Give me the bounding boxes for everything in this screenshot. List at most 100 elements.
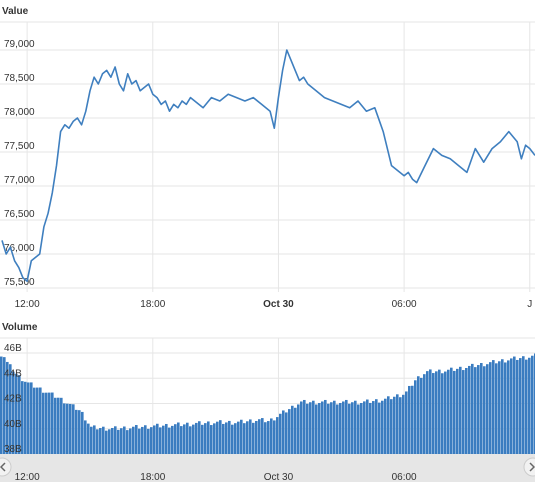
volume-y-tick-label: 40B	[4, 419, 22, 430]
volume-bar	[354, 400, 357, 454]
volume-bar	[318, 402, 321, 454]
volume-bar	[186, 422, 189, 454]
volume-bar	[333, 400, 336, 454]
price-x-tick-label: 12:00	[15, 299, 40, 310]
volume-bar	[99, 428, 102, 454]
volume-bar	[513, 356, 516, 454]
volume-bar	[516, 359, 519, 454]
volume-bar	[216, 421, 219, 454]
volume-bar	[411, 385, 414, 454]
volume-bar	[294, 407, 297, 454]
volume-bar	[270, 418, 273, 454]
volume-bar	[108, 429, 111, 454]
volume-bar	[492, 360, 495, 454]
volume-bar	[153, 425, 156, 454]
volume-y-tick-label: 46B	[4, 343, 22, 354]
volume-bar	[288, 409, 291, 454]
volume-bar	[231, 424, 234, 454]
volume-bar	[45, 392, 48, 454]
volume-bar	[531, 355, 534, 454]
volume-bar	[381, 400, 384, 454]
volume-bar	[471, 363, 474, 454]
volume-bar	[75, 409, 78, 454]
volume-bar	[204, 423, 207, 454]
volume-bar	[489, 362, 492, 454]
volume-bar	[306, 403, 309, 454]
volume-bar	[39, 387, 42, 454]
volume-bar	[222, 423, 225, 454]
volume-bar	[309, 402, 312, 454]
volume-bar	[51, 392, 54, 454]
volume-bar	[126, 430, 129, 454]
volume-bar	[219, 420, 222, 454]
volume-bar	[312, 400, 315, 454]
volume-bar	[441, 373, 444, 454]
volume-bar	[189, 426, 192, 454]
volume-bar	[495, 363, 498, 454]
volume-bar	[195, 422, 198, 454]
volume-bar	[27, 382, 30, 454]
volume-bar	[303, 399, 306, 454]
volume-bar	[24, 381, 27, 454]
volume-bar	[498, 361, 501, 454]
volume-bar	[369, 402, 372, 454]
volume-bar	[273, 420, 276, 454]
volume-bar	[84, 420, 87, 454]
volume-bar	[132, 426, 135, 454]
volume-bar	[345, 399, 348, 454]
chevron-left-icon	[0, 462, 6, 472]
volume-bar	[261, 418, 264, 454]
volume-bar	[456, 368, 459, 454]
volume-bar	[465, 367, 468, 454]
price-vertical-gridlines	[26, 22, 531, 292]
volume-bar	[372, 401, 375, 454]
volume-bar	[30, 382, 33, 454]
navigator-right-handle[interactable]	[523, 457, 535, 477]
volume-bar	[255, 420, 258, 454]
volume-bar	[387, 396, 390, 454]
volume-bar	[351, 402, 354, 454]
price-y-tick-label: 78,500	[4, 73, 35, 84]
volume-bar	[300, 401, 303, 454]
volume-bar	[459, 366, 462, 454]
volume-bar	[342, 401, 345, 454]
volume-bar	[291, 405, 294, 454]
volume-bar	[48, 392, 51, 454]
volume-bar	[522, 356, 525, 454]
volume-bar	[111, 427, 114, 454]
volume-bar	[276, 417, 279, 454]
volume-bar	[15, 373, 18, 454]
volume-bar	[378, 402, 381, 454]
volume-bar	[450, 367, 453, 454]
volume-bar	[405, 391, 408, 454]
price-y-axis: 75,500 76,000 76,500 77,000 77,500 78,000 78,5…	[4, 39, 35, 288]
volume-bar	[147, 428, 150, 454]
volume-bar	[165, 423, 168, 454]
volume-bar	[435, 371, 438, 454]
volume-bar	[396, 394, 399, 454]
volume-bar	[180, 426, 183, 454]
volume-bars	[0, 353, 535, 454]
volume-bar	[3, 357, 6, 454]
volume-bar	[363, 401, 366, 454]
volume-bar	[213, 423, 216, 454]
navigator-left-handle[interactable]	[0, 457, 12, 477]
volume-bar	[18, 375, 21, 454]
volume-bar	[468, 365, 471, 454]
volume-bar	[249, 419, 252, 454]
volume-bar	[525, 359, 528, 454]
volume-bar	[510, 358, 513, 454]
volume-bar	[423, 374, 426, 454]
volume-bar	[120, 428, 123, 454]
volume-bar	[285, 412, 288, 454]
volume-bar	[138, 428, 141, 454]
navigator-strip[interactable]	[0, 454, 535, 482]
volume-bar	[144, 425, 147, 454]
volume-bar	[366, 399, 369, 454]
price-line-series	[1, 49, 535, 282]
volume-bar	[192, 424, 195, 454]
volume-bar	[237, 421, 240, 454]
chevron-right-icon	[529, 462, 535, 472]
volume-bar	[399, 397, 402, 454]
